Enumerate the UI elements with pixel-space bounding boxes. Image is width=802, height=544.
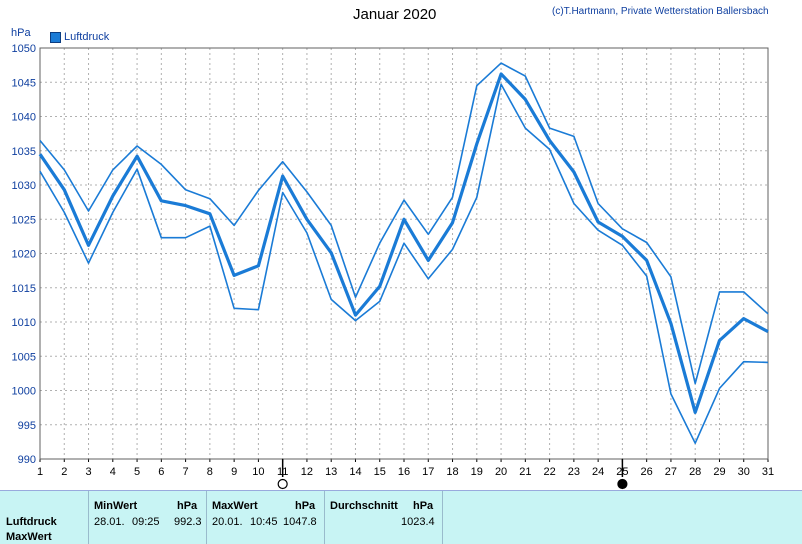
pressure-chart: 9909951000100510101015102010251030103510… xyxy=(12,43,774,490)
max-header: MaxWert xyxy=(212,500,258,512)
x-tick-label: 5 xyxy=(134,466,140,478)
x-tick-label: 1 xyxy=(37,466,43,478)
full-moon-icon xyxy=(277,478,288,490)
x-tick-label: 29 xyxy=(713,466,725,478)
legend-swatch xyxy=(50,31,61,43)
series-line-mittel xyxy=(38,72,769,414)
x-tick-label: 6 xyxy=(158,466,164,478)
plot-frame xyxy=(39,47,769,460)
x-tick-label: 22 xyxy=(543,466,555,478)
new-moon-icon xyxy=(617,478,628,490)
series-line-min xyxy=(39,83,769,445)
min-time: 09:25 xyxy=(132,516,160,528)
x-tick-label: 26 xyxy=(641,466,653,478)
x-tick-label: 27 xyxy=(665,466,677,478)
legend: Luftdruck xyxy=(50,31,109,43)
x-tick-label: 7 xyxy=(183,466,189,478)
series-line-max xyxy=(39,62,769,385)
x-tick-label: 2 xyxy=(61,466,67,478)
max-time: 10:45 xyxy=(250,516,278,528)
y-tick-label: 1000 xyxy=(12,386,36,398)
row-label-maxwert: MaxWert xyxy=(6,531,52,543)
copyright-text: (c)T.Hartmann, Private Wetterstation Bal… xyxy=(552,6,769,17)
x-tick-label: 14 xyxy=(349,466,361,478)
x-tick-label: 13 xyxy=(325,466,337,478)
x-tick-label: 18 xyxy=(446,466,458,478)
avg-unit: hPa xyxy=(413,500,434,512)
x-tick-label: 19 xyxy=(471,466,483,478)
x-tick-label: 31 xyxy=(762,466,774,478)
x-tick-label: 8 xyxy=(207,466,213,478)
y-axis-unit: hPa xyxy=(11,27,31,39)
x-tick-label: 16 xyxy=(398,466,410,478)
avg-value: 1023.4 xyxy=(401,516,435,528)
max-value: 1047.8 xyxy=(283,516,317,528)
x-tick-label: 9 xyxy=(231,466,237,478)
legend-label: Luftdruck xyxy=(64,31,110,43)
y-tick-label: 1015 xyxy=(12,283,36,295)
footer-separator xyxy=(442,491,443,544)
x-tick-label: 10 xyxy=(252,466,264,478)
footer-separator xyxy=(206,491,207,544)
x-tick-label: 3 xyxy=(85,466,91,478)
y-tick-label: 1010 xyxy=(12,317,36,329)
x-tick-label: 28 xyxy=(689,466,701,478)
avg-header: Durchschnitt xyxy=(330,500,398,512)
min-unit: hPa xyxy=(177,500,198,512)
x-tick-label: 30 xyxy=(738,466,750,478)
y-tick-label: 1005 xyxy=(12,351,36,363)
x-tick-label: 4 xyxy=(110,466,116,478)
x-tick-label: 21 xyxy=(519,466,531,478)
chart-title: Januar 2020 xyxy=(353,6,437,23)
x-tick-label: 20 xyxy=(495,466,507,478)
min-value: 992.3 xyxy=(174,516,202,528)
row-label-luftdruck: Luftdruck xyxy=(6,516,57,528)
x-tick-label: 12 xyxy=(301,466,313,478)
y-tick-label: 990 xyxy=(18,454,36,466)
footer-separator xyxy=(88,491,89,544)
y-tick-label: 1030 xyxy=(12,180,36,192)
x-tick-label: 15 xyxy=(374,466,386,478)
y-tick-label: 1025 xyxy=(12,214,36,226)
y-tick-label: 1035 xyxy=(12,146,36,158)
min-date: 28.01. xyxy=(94,516,125,528)
y-tick-label: 1040 xyxy=(12,112,36,124)
x-tick-label: 24 xyxy=(592,466,604,478)
y-tick-label: 1045 xyxy=(12,77,36,89)
x-tick-label: 17 xyxy=(422,466,434,478)
max-unit: hPa xyxy=(295,500,316,512)
y-tick-label: 995 xyxy=(18,420,36,432)
max-date: 20.01. xyxy=(212,516,243,528)
footer-separator xyxy=(324,491,325,544)
y-tick-label: 1050 xyxy=(12,43,36,55)
min-header: MinWert xyxy=(94,500,138,512)
statistics-panel: MinWert hPa MaxWert hPa Durchschnitt hPa… xyxy=(0,490,802,544)
y-tick-label: 1020 xyxy=(12,249,36,261)
x-tick-label: 23 xyxy=(568,466,580,478)
